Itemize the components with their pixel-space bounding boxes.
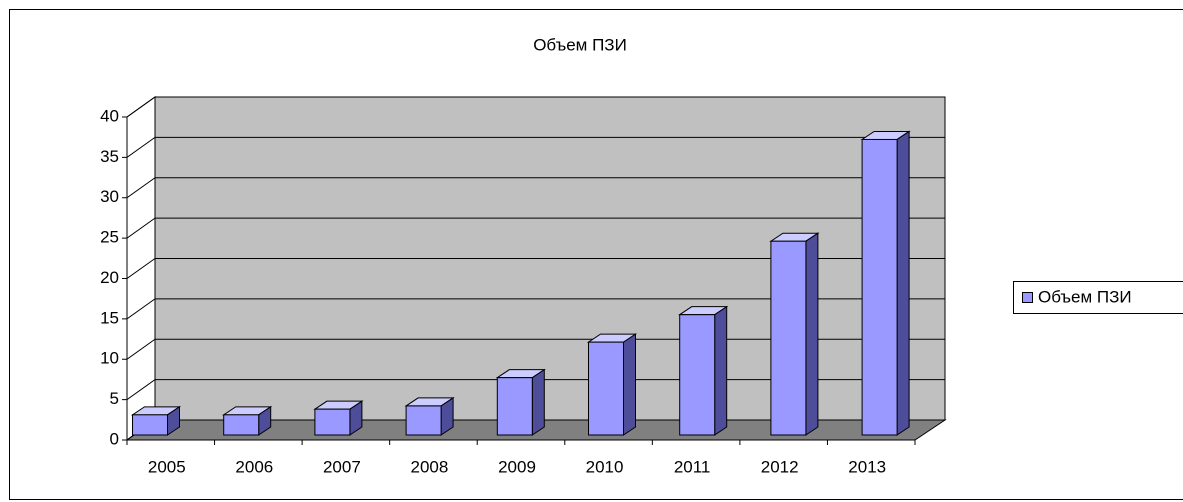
y-tick-label: 35 xyxy=(100,147,119,166)
x-tick-label: 2007 xyxy=(323,457,361,476)
y-tick-label: 0 xyxy=(110,429,119,448)
bar xyxy=(314,408,351,436)
bar xyxy=(132,414,168,436)
x-tick-label: 2009 xyxy=(498,457,536,476)
x-tick-label: 2011 xyxy=(674,457,711,476)
legend-label: Объем ПЗИ xyxy=(1038,287,1132,306)
grid-line-side xyxy=(126,177,156,199)
bar xyxy=(223,414,260,436)
y-tick-label: 40 xyxy=(100,106,119,125)
bar xyxy=(588,341,624,436)
x-tick-label: 2010 xyxy=(586,457,624,476)
grid-line-side xyxy=(126,379,156,401)
bar-side xyxy=(714,305,728,436)
x-tick-label: 2012 xyxy=(761,457,799,476)
grid-line-side xyxy=(126,217,156,239)
x-tick-label: 2008 xyxy=(411,457,449,476)
chart-title: Объем ПЗИ xyxy=(533,35,627,54)
x-tick-label: 2013 xyxy=(848,457,886,476)
legend-swatch xyxy=(1022,292,1033,303)
y-tick-label: 5 xyxy=(110,389,119,408)
y-tick-label: 25 xyxy=(100,228,119,247)
bar-side xyxy=(805,232,819,436)
bar xyxy=(861,138,898,436)
x-tick-label: 2005 xyxy=(148,457,186,476)
grid-line-side xyxy=(126,136,156,158)
bar xyxy=(496,377,533,436)
grid-line-side xyxy=(126,338,156,360)
grid-line-side xyxy=(126,298,156,320)
bar-side xyxy=(896,130,910,436)
y-tick-label: 30 xyxy=(100,187,119,206)
legend xyxy=(1013,281,1183,314)
x-tick-label: 2006 xyxy=(235,457,273,476)
bar xyxy=(679,314,716,436)
bar-side xyxy=(623,333,636,436)
y-tick-label: 15 xyxy=(100,308,119,327)
grid-line-side xyxy=(126,258,156,279)
bar-side xyxy=(531,368,545,436)
y-tick-label: 10 xyxy=(100,349,119,368)
bar xyxy=(405,405,442,436)
y-tick-label: 20 xyxy=(100,268,119,287)
grid-line-side xyxy=(126,96,156,118)
bar xyxy=(770,240,807,436)
